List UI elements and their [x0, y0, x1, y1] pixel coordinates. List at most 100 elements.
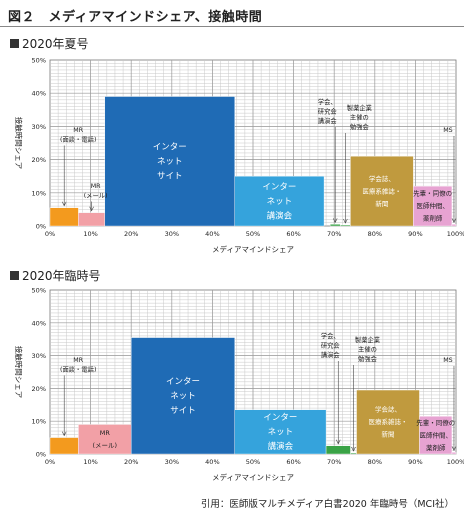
y-tick-label: 50%: [32, 57, 46, 65]
bars: [49, 337, 457, 455]
x-tick-label: 0%: [45, 230, 55, 238]
bar-senior: [419, 416, 453, 455]
bar-label-internet: ネット: [170, 392, 196, 402]
bars: [49, 96, 457, 227]
y-tick-label: 40%: [32, 319, 46, 327]
y-tick-label: 20%: [32, 385, 46, 393]
source-citation: 引用：医師版マルチメディア白書2020 年臨時号（MCI社）: [200, 499, 454, 510]
chart-special: 0% 10% 20% 30% 40% 50% 0% 10% 20% 30% 40% 50% 60% 70%…: [14, 287, 464, 483]
y-tick-label: 10%: [32, 189, 46, 197]
y-tick-label: 20%: [32, 156, 46, 164]
y-tick-label: 30%: [32, 123, 46, 131]
y-axis-label: 接触時間シェア: [14, 117, 24, 170]
bar-label-internet: インター: [166, 377, 200, 387]
arrow-head-icon: [61, 201, 67, 207]
bar-senior: [413, 185, 453, 227]
bar-label-lecture: 講演会: [267, 210, 293, 221]
x-tick-label: 90%: [408, 458, 422, 466]
x-tick-label: 80%: [368, 230, 382, 238]
bar-label-journal: 学会誌、: [375, 405, 401, 414]
bar-label-study2: 勉強会: [358, 354, 378, 363]
bar-label-journal: 新聞: [381, 430, 394, 439]
bar-label-journal: 医療系雑誌・: [368, 417, 407, 426]
bar-label-study: 講演会: [321, 350, 341, 359]
bar-label-study2: 製薬企業: [347, 103, 373, 112]
y-tick-label: 30%: [32, 352, 46, 360]
bar-label-senior: 先輩・同僚の: [413, 189, 452, 198]
x-tick-label: 100%: [447, 230, 464, 238]
x-tick-label: 30%: [165, 230, 179, 238]
bar-label-mr_mail: (メール): [93, 442, 118, 450]
figure-title: 図２ メディアマインドシェア、接触時間: [8, 10, 263, 25]
bar-journal: [350, 156, 414, 227]
bar-label-study2: 勉強会: [350, 122, 370, 131]
x-tick-label: 60%: [286, 458, 300, 466]
bar-internet: [130, 337, 235, 455]
bar-label-lecture: ネット: [268, 428, 294, 438]
x-tick-label: 20%: [124, 230, 138, 238]
x-tick-label: 20%: [124, 458, 138, 466]
bar-label-study2: 製薬企業: [355, 335, 381, 344]
bar-journal: [356, 389, 420, 455]
arrow-head-icon: [343, 218, 348, 224]
x-tick-label: 40%: [205, 458, 219, 466]
square-bullet-icon: [10, 271, 19, 280]
x-tick-label: 100%: [447, 458, 464, 466]
arrow-head-icon: [335, 439, 341, 445]
bar-label-ms: MS: [443, 127, 452, 134]
panel-title-special: 2020年臨時号: [10, 267, 101, 284]
bar-label-senior: 医師仲間、: [416, 201, 449, 210]
bar-label-internet: インター: [153, 143, 187, 153]
x-tick-label: 40%: [205, 230, 219, 238]
x-tick-label: 50%: [246, 458, 260, 466]
bar-label-internet: サイト: [157, 172, 183, 182]
bar-label-study2: 主催の: [358, 345, 377, 354]
x-axis-label: メディアマインドシェア: [212, 244, 294, 254]
bar-ms: [451, 452, 457, 455]
bar-mr_mail: [78, 424, 132, 455]
bar-internet: [104, 96, 235, 227]
bar-label-study: 講演会: [318, 116, 338, 125]
bar-label-journal: 医療系雑誌・: [362, 186, 401, 195]
bar-label-mr_tel: MR: [73, 357, 83, 364]
bar-label-lecture: インター: [262, 182, 296, 192]
x-tick-label: 10%: [83, 230, 97, 238]
bar-study2: [340, 224, 351, 227]
bar-label-senior: 薬剤師: [423, 214, 443, 223]
x-tick-label: 10%: [83, 458, 97, 466]
arrow-head-icon: [451, 218, 457, 224]
y-tick-label: 40%: [32, 90, 46, 98]
bar-lecture: [234, 409, 327, 455]
bar-label-study: 研究会: [321, 341, 341, 350]
x-axis-label: メディアマインドシェア: [212, 472, 294, 482]
bar-ms: [451, 224, 457, 227]
bar-label-study2: 主催の: [350, 113, 369, 122]
x-tick-label: 90%: [408, 230, 422, 238]
bar-lecture: [234, 175, 325, 227]
bar-study2: [350, 452, 357, 455]
bar-label-mr_mail: MR: [100, 429, 111, 437]
bar-label-internet: ネット: [157, 157, 183, 167]
bar-label-mr_mail: (メール): [84, 193, 108, 200]
panel-title-text: 2020年臨時号: [22, 269, 101, 283]
title-divider: [0, 26, 464, 27]
bar-mr_tel: [49, 437, 79, 455]
x-tick-label: 0%: [45, 458, 55, 466]
bar-label-study: 学会、: [321, 331, 340, 340]
bar-mr_mail: [78, 212, 106, 227]
bar-study: [325, 445, 351, 455]
bar-label-lecture: 講演会: [268, 441, 294, 452]
x-tick-label: 70%: [327, 230, 341, 238]
square-bullet-icon: [10, 39, 19, 48]
y-tick-label: 0%: [36, 451, 46, 459]
bar-label-study: 学会、: [318, 97, 337, 106]
x-tick-label: 70%: [327, 458, 341, 466]
panel-title-summer: 2020年夏号: [10, 35, 89, 52]
bar-label-study: 研究会: [318, 107, 338, 116]
bar-label-senior: 先輩・同僚の: [416, 418, 455, 427]
bar-label-journal: 学会誌、: [369, 174, 395, 183]
panel-title-text: 2020年夏号: [22, 37, 89, 51]
bar-label-senior: 薬剤師: [426, 443, 446, 452]
bar-label-lecture: インター: [263, 413, 297, 423]
bar-label-mr_mail: MR: [91, 183, 101, 190]
